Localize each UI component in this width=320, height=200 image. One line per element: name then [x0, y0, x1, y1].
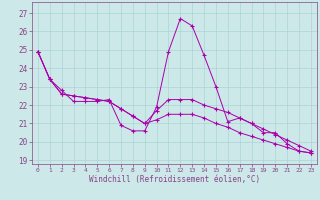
X-axis label: Windchill (Refroidissement éolien,°C): Windchill (Refroidissement éolien,°C)	[89, 175, 260, 184]
